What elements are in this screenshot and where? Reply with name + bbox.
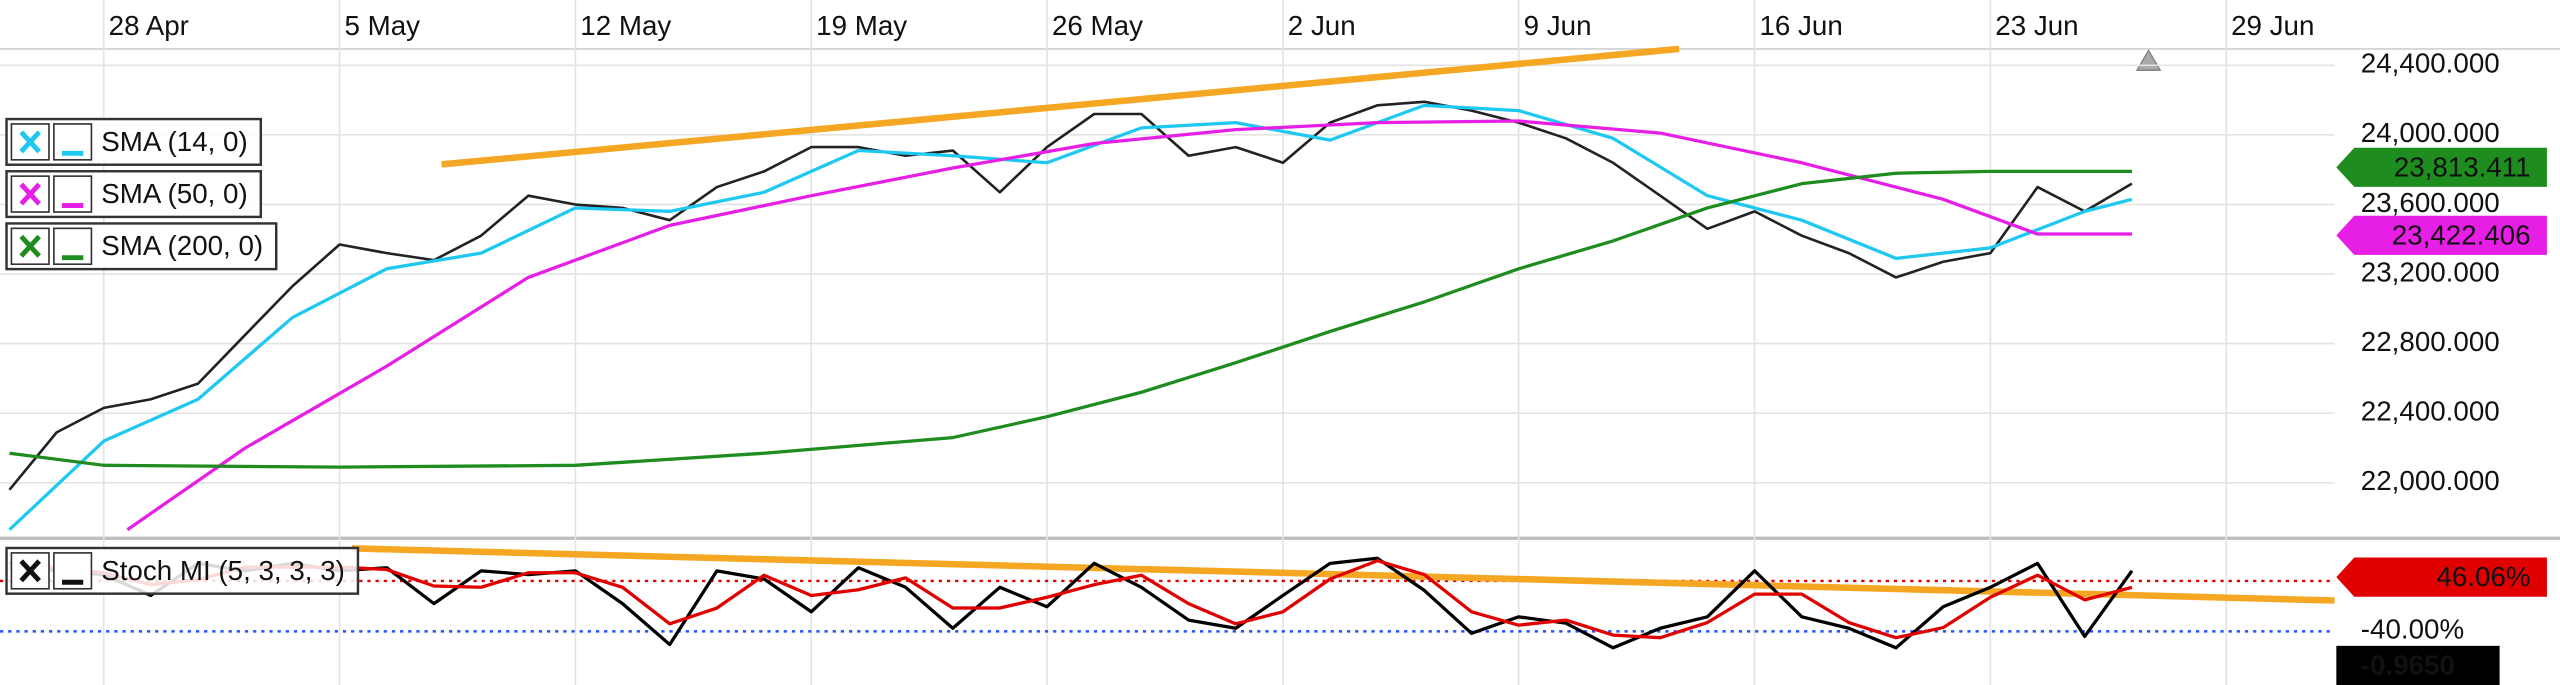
- legend-hide-box: [53, 552, 93, 590]
- value-box: [2336, 645, 2500, 685]
- badges-layer: 23,813.411 23,422.406 46.06% -0.9650: [2336, 147, 2547, 685]
- x-tick-label: 29 Jun: [2231, 10, 2314, 41]
- legend-close-box: [10, 227, 50, 266]
- legend-item: SMA (14, 0): [5, 117, 263, 166]
- legend-item: SMA (50, 0): [5, 170, 263, 219]
- legend-layer: SMA (14, 0) SMA (50, 0) SMA (200, 0) Stoch …: [5, 117, 360, 595]
- trend-line: [441, 45, 1680, 168]
- y-tick-label: 22,800.000: [2361, 326, 2500, 357]
- value-badge-label: 46.06%: [2436, 561, 2530, 592]
- x-tick-label: 23 Jun: [1995, 10, 2078, 41]
- x-tick-label: 28 Apr: [109, 10, 189, 41]
- value-badge: [2336, 147, 2547, 187]
- legend-close-icon: [19, 559, 41, 583]
- grid-layer: [0, 0, 2335, 685]
- series-line: [8, 100, 2133, 491]
- legend-box: [5, 222, 278, 271]
- value-box-label: -0.9650: [2361, 649, 2455, 680]
- x-tick-label: 16 Jun: [1759, 10, 1842, 41]
- axis-layer: 28 Apr 5 May 12 May 19 May 26 May 2 Jun 9 Jun 1…: [109, 10, 2500, 645]
- y-tick-label: -40.00%: [2361, 614, 2464, 645]
- legend-item: SMA (200, 0): [5, 222, 278, 271]
- series-line: [9, 559, 2133, 640]
- value-badge-label: 23,813.411: [2394, 151, 2531, 182]
- x-tick-label: 12 May: [580, 10, 671, 41]
- legend-item: Stoch MI (5, 3, 3, 3): [5, 546, 360, 595]
- x-tick-label: 26 May: [1052, 10, 1143, 41]
- legend-close-icon: [19, 234, 41, 258]
- series-line: [8, 103, 2133, 531]
- legend-label: Stoch MI (5, 3, 3, 3): [101, 555, 345, 586]
- y-tick-label: 24,400.000: [2361, 48, 2500, 79]
- y-tick-label: 24,000.000: [2361, 117, 2500, 148]
- x-tick-label: 5 May: [344, 10, 420, 41]
- value-badge: [2336, 215, 2547, 255]
- legend-label: SMA (50, 0): [101, 178, 248, 209]
- series-line: [9, 169, 2132, 469]
- legend-close-icon: [19, 130, 41, 154]
- legend-label: SMA (14, 0): [101, 126, 248, 157]
- x-tick-label: 2 Jun: [1288, 10, 1356, 41]
- legend-close-icon: [19, 182, 41, 206]
- series-line: [126, 119, 2132, 532]
- legend-close-box: [10, 175, 50, 213]
- legend-label: SMA (200, 0): [101, 230, 263, 261]
- y-tick-label: 22,400.000: [2361, 396, 2500, 427]
- y-tick-label: 23,600.000: [2361, 187, 2500, 218]
- y-tick-label: 23,200.000: [2361, 256, 2500, 287]
- value-badge: [2336, 557, 2547, 597]
- x-tick-label: 19 May: [816, 10, 907, 41]
- y-tick-label: 22,000.000: [2361, 465, 2500, 496]
- x-tick-label: 9 Jun: [1524, 10, 1592, 41]
- value-badge-label: 23,422.406: [2392, 219, 2531, 250]
- lines-layer: [8, 100, 2134, 650]
